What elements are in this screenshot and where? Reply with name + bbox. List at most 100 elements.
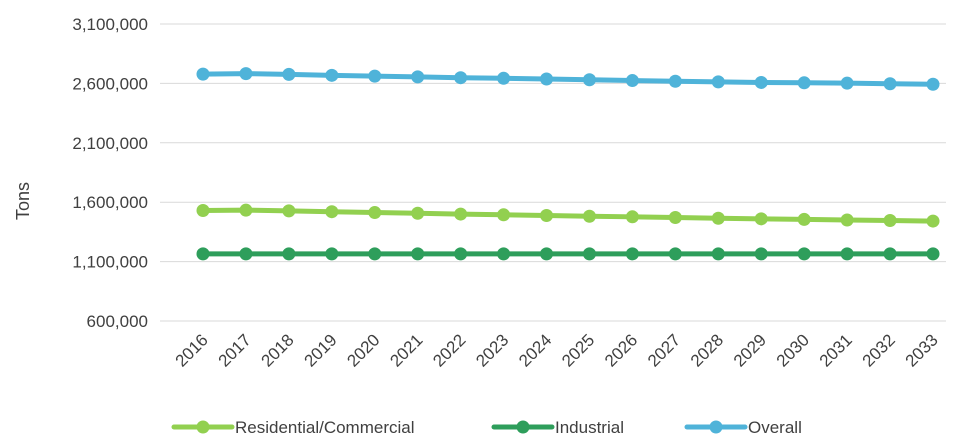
x-tick-label: 2027: [644, 330, 684, 370]
x-tick-label: 2023: [472, 330, 512, 370]
legend-label: Industrial: [555, 418, 624, 437]
legend-swatch-marker: [516, 420, 530, 434]
data-point: [239, 247, 253, 261]
data-point: [540, 209, 554, 223]
data-point: [582, 209, 596, 223]
y-tick-label: 2,100,000: [72, 134, 148, 153]
data-point: [754, 212, 768, 226]
data-point: [668, 247, 682, 261]
data-point: [754, 75, 768, 89]
series: [196, 247, 940, 261]
data-point: [282, 67, 296, 81]
data-point: [325, 205, 339, 219]
legend-swatch-marker: [709, 420, 723, 434]
data-point: [368, 247, 382, 261]
data-point: [282, 247, 296, 261]
data-point: [625, 74, 639, 88]
data-point: [239, 67, 253, 81]
series: [196, 203, 940, 228]
data-point: [454, 71, 468, 85]
x-tick-label: 2019: [300, 330, 340, 370]
x-axis-ticks: 2016 2017 2018 2019 2020 2021 2022 2023 2024 2025…: [172, 330, 942, 370]
x-tick-label: 2031: [816, 330, 856, 370]
x-tick-label: 2025: [558, 330, 598, 370]
gridlines: [160, 23, 946, 322]
y-tick-label: 1,600,000: [72, 193, 148, 212]
data-point: [754, 247, 768, 261]
data-point: [840, 247, 854, 261]
x-tick-label: 2016: [172, 330, 212, 370]
legend-item: Residential/Commercial: [171, 418, 415, 437]
x-tick-label: 2024: [515, 330, 555, 370]
y-tick-label: 3,100,000: [72, 15, 148, 34]
data-point: [454, 207, 468, 221]
x-tick-label: 2033: [902, 330, 942, 370]
x-tick-label: 2028: [687, 330, 727, 370]
data-point: [497, 247, 511, 261]
x-tick-label: 2022: [429, 330, 469, 370]
data-point: [582, 73, 596, 87]
data-point: [368, 69, 382, 83]
data-point: [797, 76, 811, 90]
data-point: [668, 211, 682, 225]
y-axis-ticks: 600,000 1,100,000 1,600,000 2,100,000 2,600,…: [72, 15, 148, 331]
x-tick-label: 2026: [601, 330, 641, 370]
legend-swatch-marker: [196, 420, 210, 434]
series-line: [200, 71, 936, 87]
data-point: [325, 68, 339, 82]
data-point: [840, 76, 854, 90]
x-tick-label: 2030: [773, 330, 813, 370]
data-point: [840, 213, 854, 227]
legend: Residential/Commercial Industrial Overall: [171, 418, 802, 437]
data-point: [411, 70, 425, 84]
y-axis-title: Tons: [13, 182, 33, 220]
data-point: [540, 72, 554, 86]
data-point: [926, 77, 940, 91]
data-point: [711, 211, 725, 225]
data-point: [411, 206, 425, 220]
x-tick-label: 2032: [859, 330, 899, 370]
y-tick-label: 1,100,000: [72, 253, 148, 272]
x-tick-label: 2021: [386, 330, 426, 370]
data-point: [497, 208, 511, 222]
x-tick-label: 2017: [215, 330, 255, 370]
data-point: [325, 247, 339, 261]
data-point: [411, 247, 425, 261]
data-point: [497, 71, 511, 85]
y-tick-label: 600,000: [87, 312, 148, 331]
data-point: [540, 247, 554, 261]
data-point: [239, 203, 253, 217]
legend-item: Industrial: [491, 418, 624, 437]
y-tick-label: 2,600,000: [72, 74, 148, 93]
data-point: [797, 212, 811, 226]
data-point: [883, 77, 897, 91]
data-point: [582, 247, 596, 261]
legend-label: Overall: [748, 418, 802, 437]
series: [196, 67, 940, 91]
data-point: [926, 214, 940, 228]
data-point: [797, 247, 811, 261]
data-point: [196, 247, 210, 261]
x-tick-label: 2029: [730, 330, 770, 370]
data-point: [711, 75, 725, 89]
data-point: [625, 247, 639, 261]
data-point: [282, 204, 296, 218]
data-point: [668, 74, 682, 88]
data-point: [711, 247, 725, 261]
data-point: [454, 247, 468, 261]
legend-label: Residential/Commercial: [235, 418, 415, 437]
x-tick-label: 2020: [343, 330, 383, 370]
series-lines: [196, 67, 940, 261]
data-point: [625, 210, 639, 224]
data-point: [926, 247, 940, 261]
data-point: [368, 206, 382, 220]
data-point: [196, 204, 210, 218]
series-line: [200, 207, 936, 224]
data-point: [196, 67, 210, 81]
data-point: [883, 213, 897, 227]
data-point: [883, 247, 897, 261]
x-tick-label: 2018: [258, 330, 298, 370]
legend-item: Overall: [684, 418, 802, 437]
